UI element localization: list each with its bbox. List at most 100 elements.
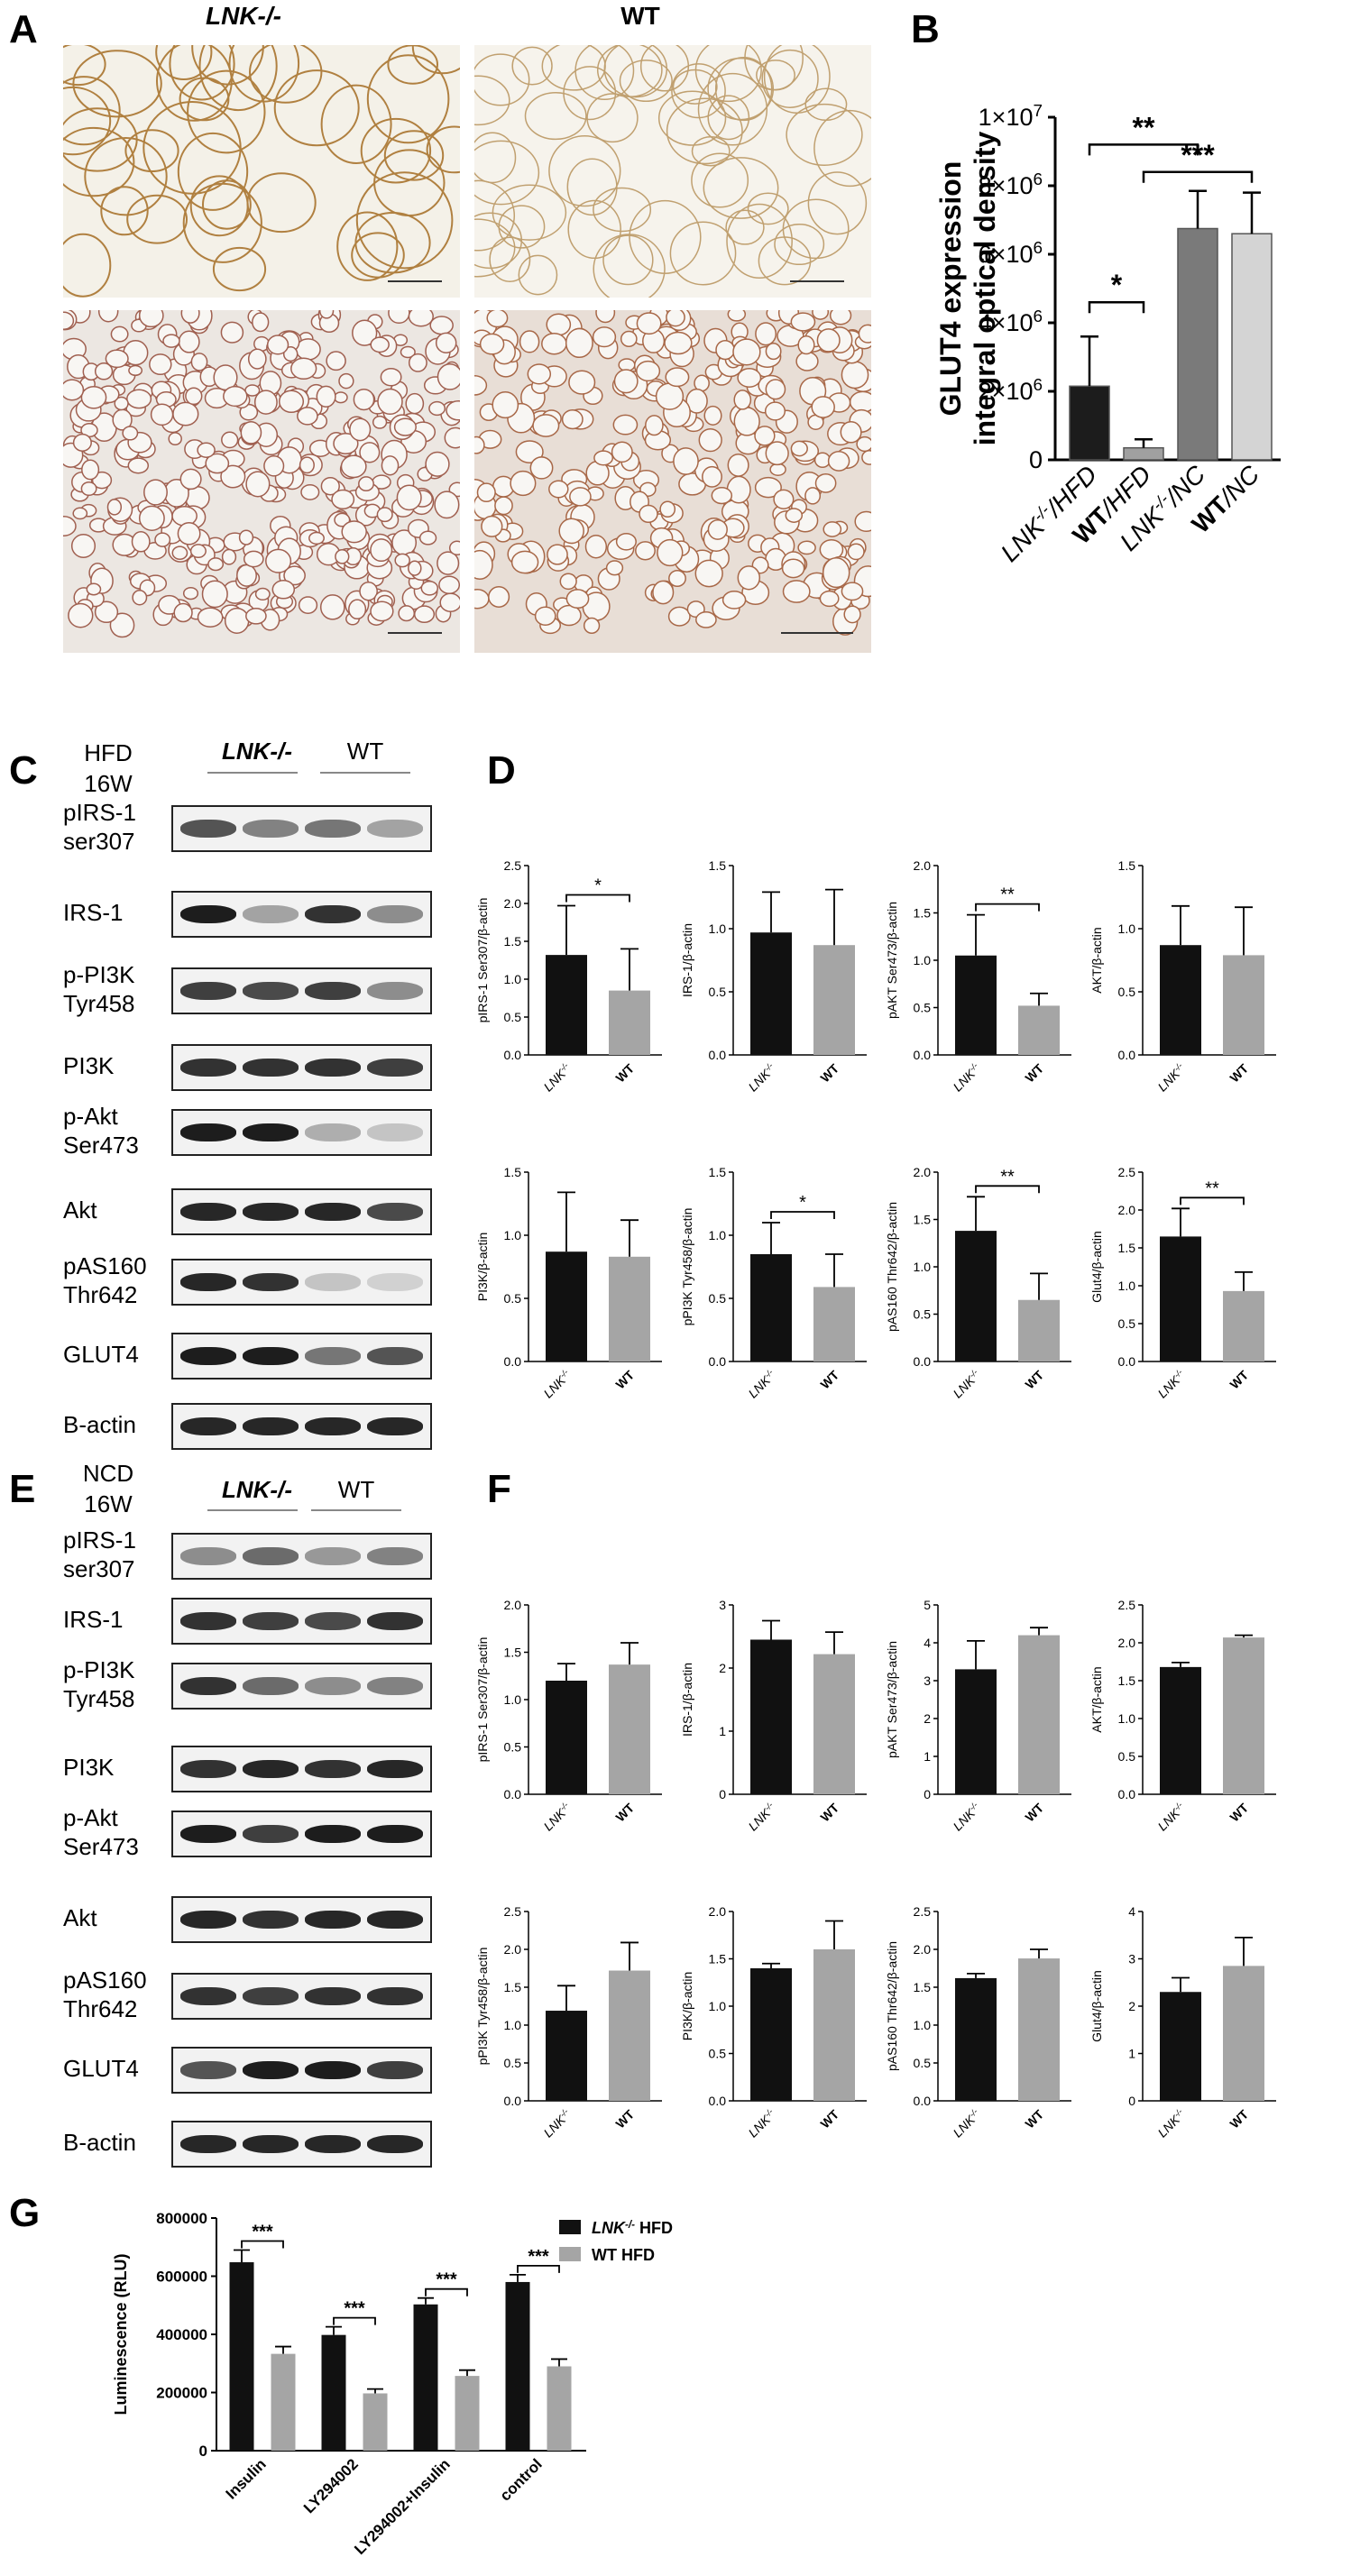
x-label: LNK-/-	[745, 2107, 778, 2141]
blot-band	[305, 1123, 361, 1141]
y-tick-label: 1.0	[709, 1999, 727, 2013]
adipocyte	[797, 335, 815, 355]
adipocyte	[657, 538, 684, 567]
blot-band	[367, 1677, 423, 1695]
blot-band	[180, 1987, 236, 2005]
adipocyte	[596, 45, 663, 97]
adipocyte	[510, 550, 539, 574]
adipocyte	[372, 415, 388, 429]
x-label-group: LNK-/-	[745, 2107, 778, 2141]
adipocyte	[370, 336, 390, 353]
blot-band	[305, 1347, 361, 1365]
g-x-label: LY294002	[300, 2455, 362, 2516]
adipocyte	[474, 218, 516, 278]
y-axis-label: Glut4/β-actin	[1089, 1970, 1104, 2042]
g-sig-bracket	[425, 2287, 468, 2296]
adipocyte	[694, 559, 723, 588]
adipocyte	[169, 45, 235, 101]
adipocyte	[819, 590, 840, 608]
adipocyte	[282, 346, 299, 362]
adipocyte	[252, 312, 270, 333]
b-sig-label: ***	[1181, 139, 1215, 171]
y-tick-label: 1.0	[1118, 1279, 1136, 1293]
adipocyte	[666, 97, 743, 165]
y-tick-label: 1.0	[504, 972, 522, 986]
y-tick-label: 0.0	[1118, 1787, 1136, 1801]
y-tick-label: 1.0	[914, 953, 932, 967]
panel-label-a: A	[9, 7, 38, 51]
adipocyte	[439, 592, 460, 613]
adipocyte	[685, 388, 708, 414]
adipocyte	[263, 454, 285, 477]
y-tick-label: 1.0	[709, 1228, 727, 1242]
adipocyte	[666, 310, 685, 327]
adipocyte	[858, 324, 871, 344]
blot-row-label: B-actin	[63, 2129, 136, 2156]
adipocyte	[354, 212, 431, 274]
adipocyte	[548, 134, 621, 207]
blot-band	[243, 1273, 299, 1291]
adipocyte	[492, 391, 519, 419]
adipocyte	[326, 351, 346, 371]
adipocyte	[94, 600, 119, 624]
blot-band	[243, 1203, 299, 1221]
blot-band	[305, 1911, 361, 1929]
bar	[546, 1681, 587, 1794]
adipocyte	[243, 550, 264, 568]
blot-band	[305, 820, 361, 838]
adipocyte	[413, 605, 436, 624]
y-tick-label: 0	[924, 1787, 931, 1801]
g-x-label-group: Insulin	[223, 2455, 270, 2502]
c-group-wt: WT	[346, 738, 384, 765]
y-tick-label: 0.0	[1118, 1048, 1136, 1062]
x-label: LNK-/-	[1154, 1061, 1188, 1095]
y-tick-label: 2.0	[709, 1904, 727, 1919]
adipocyte	[273, 69, 360, 147]
sig-label: **	[1000, 885, 1015, 905]
x-label-group: WT	[612, 2106, 637, 2131]
bar	[955, 1977, 997, 2101]
adipocyte	[437, 551, 460, 575]
y-tick-label: 0.0	[914, 1354, 932, 1369]
sig-bracket	[1180, 1196, 1245, 1205]
x-label-group: LNK-/-	[1154, 1368, 1183, 1401]
sig-bracket	[770, 1211, 835, 1219]
g-bar	[271, 2353, 296, 2451]
x-label-group: WT	[1227, 2106, 1251, 2131]
adipocyte	[811, 396, 835, 418]
x-label: LNK-/-	[950, 1368, 983, 1401]
adipocyte	[376, 507, 393, 523]
adipocyte	[602, 234, 654, 286]
adipocyte	[613, 369, 639, 394]
blot-band	[367, 1417, 423, 1435]
c-group-wt-line	[320, 772, 410, 774]
adipocyte	[278, 390, 305, 414]
adipocyte	[795, 351, 819, 371]
c-condition: HFD 16W	[84, 739, 133, 797]
adipocyte	[398, 605, 416, 622]
x-label: WT	[1022, 2106, 1046, 2131]
blot-band	[367, 905, 423, 923]
adipocyte	[669, 221, 737, 286]
g-legend-swatch	[559, 2220, 581, 2234]
blot-strip	[171, 1746, 432, 1792]
blot-band	[367, 1273, 423, 1291]
adipocyte	[727, 310, 747, 322]
adipocyte	[172, 401, 199, 426]
adipocyte	[612, 414, 639, 435]
y-tick-label: 0.5	[914, 1307, 932, 1322]
y-tick-label: 2.0	[1118, 1636, 1136, 1650]
blot-row-label: pAS160 Thr642	[63, 1252, 147, 1308]
adipocyte	[547, 544, 568, 565]
adipocyte	[335, 548, 350, 564]
adipocyte	[715, 339, 735, 361]
x-label-group: WT	[817, 1800, 841, 1824]
adipocyte	[132, 589, 148, 606]
bar	[1160, 1666, 1201, 1794]
adipocyte	[109, 612, 135, 638]
b-sig-label: **	[1133, 111, 1155, 143]
adipocyte	[769, 463, 786, 476]
y-tick-label: 2.0	[504, 896, 522, 911]
y-tick-label: 1.0	[914, 1260, 932, 1274]
bar	[1018, 1299, 1060, 1361]
